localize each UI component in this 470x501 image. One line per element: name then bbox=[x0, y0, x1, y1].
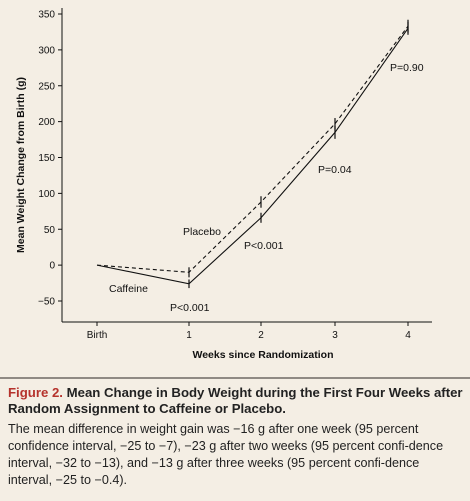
caption-title-line: Figure 2. Mean Change in Body Weight dur… bbox=[8, 385, 463, 417]
chart-axes: −50 0 50 100 150 200 250 300 350 Birth 1 2 3 4 bbox=[38, 8, 432, 341]
y-tick-label: 0 bbox=[49, 261, 55, 272]
p-value-label: P=0.90 bbox=[390, 62, 424, 74]
y-tick-label: −50 bbox=[38, 297, 55, 308]
x-tick-label: 2 bbox=[258, 330, 264, 341]
series-line-placebo bbox=[96, 25, 409, 273]
caption-title: Mean Change in Body Weight during the Fi… bbox=[8, 385, 463, 416]
p-value-label: P<0.001 bbox=[170, 302, 210, 314]
chart-series bbox=[96, 19, 409, 289]
y-tick-label: 100 bbox=[38, 189, 55, 200]
x-tick-label: 3 bbox=[332, 330, 338, 341]
y-tick-label: 350 bbox=[38, 10, 55, 21]
p-value-label: P=0.04 bbox=[318, 164, 352, 176]
y-tick-label: 300 bbox=[38, 45, 55, 56]
chart-annotations: Placebo Caffeine P<0.001 P<0.001 P=0.04 P=0.9… bbox=[109, 62, 424, 314]
x-axis-title: Weeks since Randomization bbox=[192, 349, 333, 361]
y-tick-label: 250 bbox=[38, 81, 55, 92]
x-tick-label: 1 bbox=[186, 330, 192, 341]
x-tick-label: 4 bbox=[405, 330, 411, 341]
y-tick-label: 50 bbox=[44, 225, 56, 236]
y-tick-label: 200 bbox=[38, 117, 55, 128]
caption-body: The mean difference in weight gain was −… bbox=[8, 422, 444, 487]
figure-label: Figure 2. bbox=[8, 385, 63, 400]
y-axis-title: Mean Weight Change from Birth (g) bbox=[15, 77, 27, 253]
caption-divider bbox=[0, 377, 470, 379]
figure-caption: Figure 2. Mean Change in Body Weight dur… bbox=[8, 385, 463, 489]
series-label-placebo: Placebo bbox=[183, 226, 221, 238]
series-label-caffeine: Caffeine bbox=[109, 283, 148, 295]
y-tick-label: 150 bbox=[38, 153, 55, 164]
p-value-label: P<0.001 bbox=[244, 240, 284, 252]
weight-change-chart: −50 0 50 100 150 200 250 300 350 Birth 1 2 3 4 Placeb… bbox=[15, 8, 432, 361]
x-tick-label: Birth bbox=[87, 330, 108, 341]
